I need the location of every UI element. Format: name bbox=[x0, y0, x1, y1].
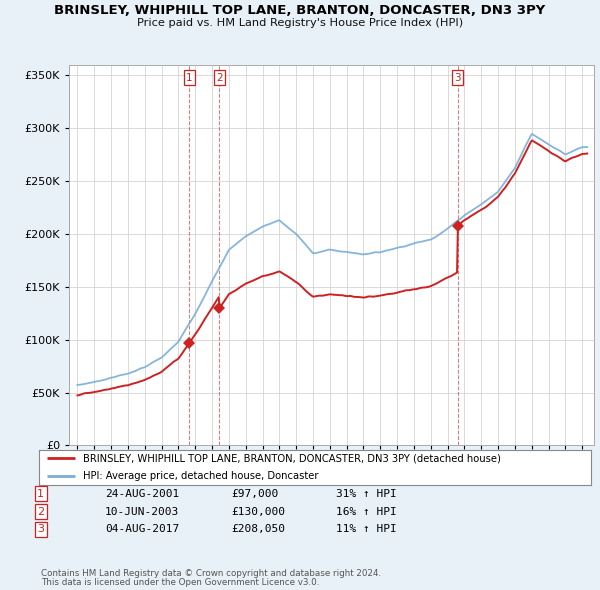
Text: 16% ↑ HPI: 16% ↑ HPI bbox=[336, 507, 397, 516]
Text: £97,000: £97,000 bbox=[231, 489, 278, 499]
Text: BRINSLEY, WHIPHILL TOP LANE, BRANTON, DONCASTER, DN3 3PY: BRINSLEY, WHIPHILL TOP LANE, BRANTON, DO… bbox=[55, 4, 545, 17]
Text: 24-AUG-2001: 24-AUG-2001 bbox=[105, 489, 179, 499]
Text: £130,000: £130,000 bbox=[231, 507, 285, 516]
Text: 04-AUG-2017: 04-AUG-2017 bbox=[105, 525, 179, 534]
Text: HPI: Average price, detached house, Doncaster: HPI: Average price, detached house, Donc… bbox=[83, 471, 319, 481]
Text: 1: 1 bbox=[37, 489, 44, 499]
Text: Contains HM Land Registry data © Crown copyright and database right 2024.: Contains HM Land Registry data © Crown c… bbox=[41, 569, 381, 578]
Text: 3: 3 bbox=[37, 525, 44, 534]
Text: BRINSLEY, WHIPHILL TOP LANE, BRANTON, DONCASTER, DN3 3PY (detached house): BRINSLEY, WHIPHILL TOP LANE, BRANTON, DO… bbox=[83, 454, 501, 463]
Text: 3: 3 bbox=[454, 73, 461, 83]
Text: Price paid vs. HM Land Registry's House Price Index (HPI): Price paid vs. HM Land Registry's House … bbox=[137, 18, 463, 28]
Text: This data is licensed under the Open Government Licence v3.0.: This data is licensed under the Open Gov… bbox=[41, 578, 319, 587]
Text: £208,050: £208,050 bbox=[231, 525, 285, 534]
Text: 11% ↑ HPI: 11% ↑ HPI bbox=[336, 525, 397, 534]
Text: 2: 2 bbox=[37, 507, 44, 516]
Text: 10-JUN-2003: 10-JUN-2003 bbox=[105, 507, 179, 516]
Text: 31% ↑ HPI: 31% ↑ HPI bbox=[336, 489, 397, 499]
Text: 1: 1 bbox=[186, 73, 193, 83]
Text: 2: 2 bbox=[216, 73, 223, 83]
